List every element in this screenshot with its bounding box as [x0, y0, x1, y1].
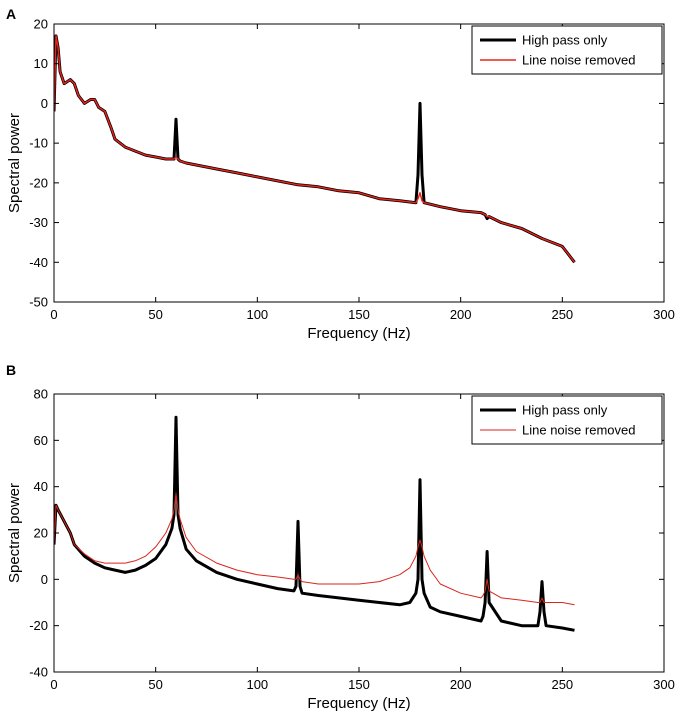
- x-tick-label: 0: [50, 307, 57, 322]
- y-tick-label: -50: [29, 295, 48, 310]
- x-tick-label: 250: [551, 307, 573, 322]
- legend-box: [471, 25, 663, 75]
- x-tick-label: 300: [653, 677, 675, 692]
- legend-box: [471, 395, 663, 445]
- y-tick-label: 40: [34, 479, 48, 494]
- legend-entry: Line noise removed: [522, 53, 635, 68]
- y-tick-label: 20: [34, 17, 48, 32]
- y-axis-label: Spectral power: [6, 113, 23, 213]
- x-tick-label: 50: [148, 677, 162, 692]
- x-tick-label: 150: [348, 307, 370, 322]
- x-tick-label: 100: [246, 677, 268, 692]
- series-line-line-noise-removed: [54, 35, 576, 263]
- series-line-line-noise-removed: [54, 493, 575, 606]
- y-tick-label: -40: [29, 255, 48, 270]
- x-tick-label: 50: [148, 307, 162, 322]
- legend-entry: High pass only: [522, 403, 608, 418]
- x-tick-label: 200: [450, 677, 472, 692]
- panel-label-a: A: [6, 6, 16, 22]
- legend-entry: High pass only: [522, 33, 608, 48]
- y-tick-label: 0: [41, 96, 48, 111]
- y-tick-label: -20: [29, 175, 48, 190]
- x-tick-label: 100: [246, 307, 268, 322]
- y-axis-label: Spectral power: [6, 483, 23, 583]
- y-tick-label: 10: [34, 56, 48, 71]
- y-tick-label: -20: [29, 618, 48, 633]
- x-tick-label: 200: [450, 307, 472, 322]
- y-tick-label: 20: [34, 526, 48, 541]
- x-tick-label: 0: [50, 677, 57, 692]
- series-line-high-pass-only: [54, 415, 575, 632]
- y-tick-label: 80: [34, 387, 48, 402]
- panel-a: A 0 50 100 150 200 250 300 -50 -40 -30 -20 -10 0 10 20…: [6, 6, 675, 342]
- y-tick-label: -10: [29, 136, 48, 151]
- x-tick-label: 300: [653, 307, 675, 322]
- x-tick-label: 150: [348, 677, 370, 692]
- panel-label-b: B: [6, 362, 16, 378]
- x-tick-label: 250: [551, 677, 573, 692]
- x-axis-label: Frequency (Hz): [307, 695, 410, 712]
- y-tick-label: -30: [29, 215, 48, 230]
- legend-entry: Line noise removed: [522, 423, 635, 438]
- y-tick-label: 60: [34, 433, 48, 448]
- panel-b: B 0 50 100 150 200 250 300 -40 -20 0 20 40 60 80 Frequ…: [6, 362, 675, 712]
- x-axis-label: Frequency (Hz): [307, 325, 410, 342]
- legend: High pass only Line noise removed: [471, 395, 663, 445]
- y-tick-label: -40: [29, 665, 48, 680]
- y-tick-label: 0: [41, 572, 48, 587]
- legend: High pass only Line noise removed: [471, 25, 663, 75]
